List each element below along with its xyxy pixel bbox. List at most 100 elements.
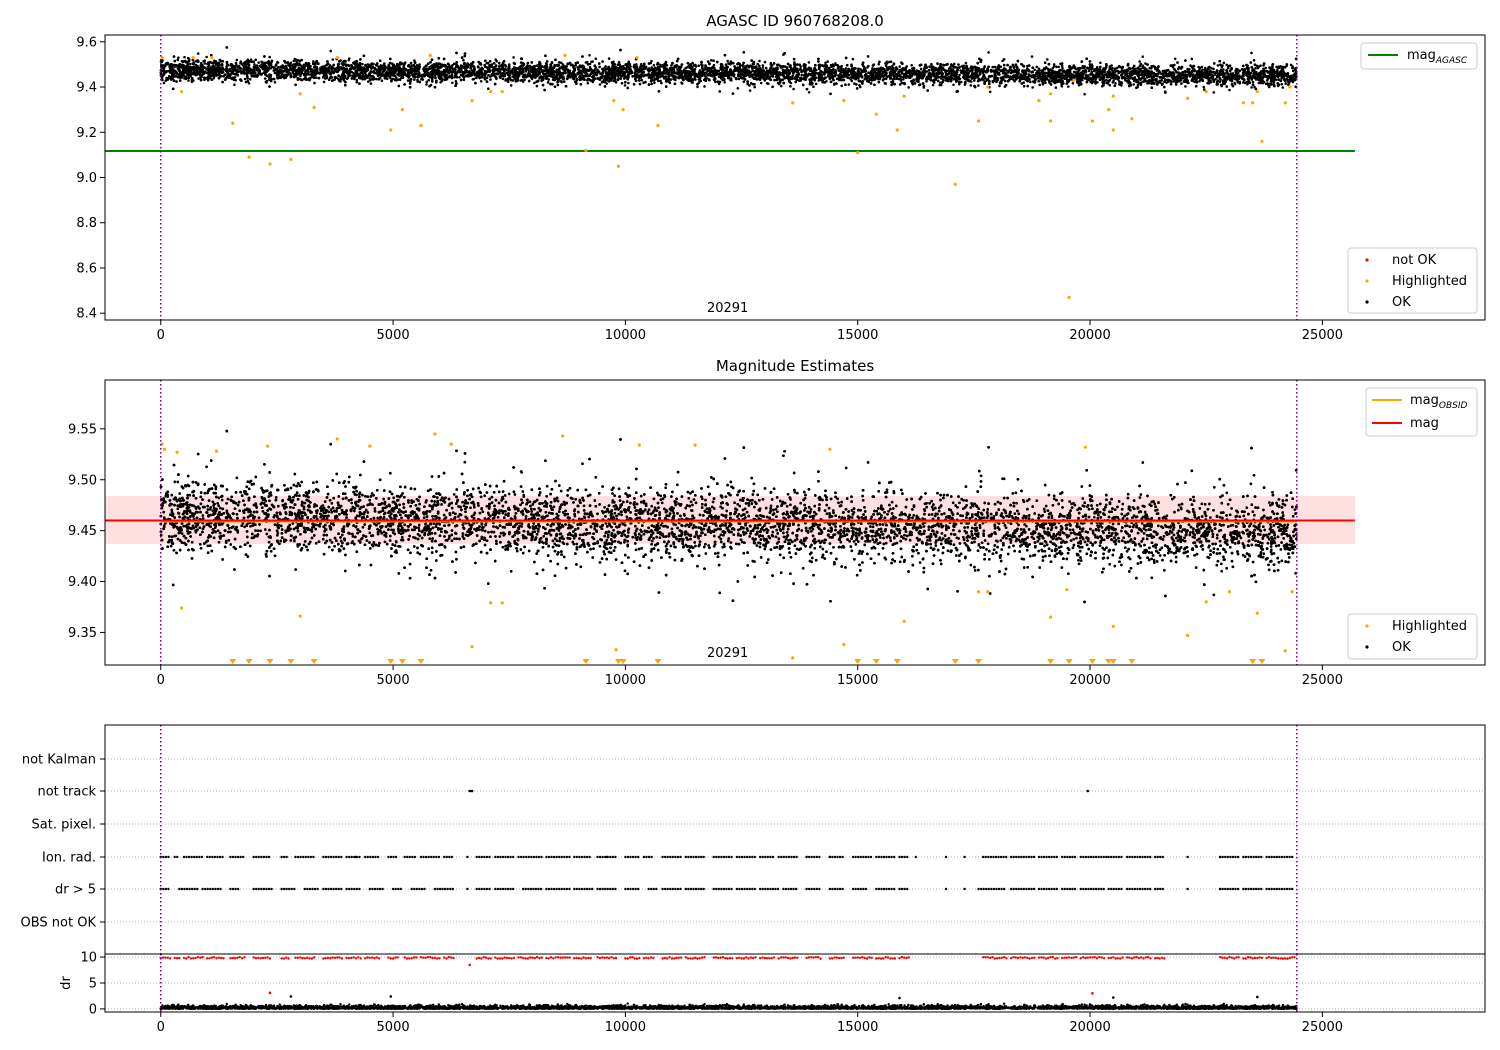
flag-point xyxy=(1092,855,1095,859)
flag-point xyxy=(674,887,677,891)
flag-point xyxy=(898,887,901,891)
flag-point xyxy=(509,855,512,859)
below-range-marker xyxy=(310,659,318,664)
highlighted-point xyxy=(1065,588,1069,592)
legend-ok: OK xyxy=(1392,295,1411,310)
flag-point xyxy=(1229,887,1232,891)
flag-point xyxy=(1012,855,1015,859)
flag-point xyxy=(437,855,441,859)
flag-point xyxy=(506,855,510,859)
flag-point xyxy=(1089,887,1093,891)
flag-point xyxy=(875,887,878,891)
flag-point xyxy=(376,855,380,859)
flag-point xyxy=(517,855,520,859)
highlighted-point xyxy=(1255,611,1259,615)
highlighted-point xyxy=(842,98,846,103)
flag-point xyxy=(504,887,507,891)
highlighted-point xyxy=(856,151,860,155)
flag-point xyxy=(626,887,630,891)
x-ticks-estimates: 0 5000 10000 15000 20000 25000 xyxy=(157,665,1343,688)
flag-point xyxy=(661,887,664,891)
x-tick-label: 5000 xyxy=(377,328,410,343)
highlighted-point xyxy=(561,434,565,438)
highlighted-point xyxy=(1186,633,1190,638)
flag-point xyxy=(1254,887,1258,891)
flag-point xyxy=(624,887,627,891)
flag-point xyxy=(787,887,790,891)
flag-point xyxy=(433,887,437,891)
dr-outlier xyxy=(389,995,393,998)
flag-point xyxy=(255,855,258,859)
legend-mag-obsid-label: mag xyxy=(1410,393,1439,408)
flag-point xyxy=(427,855,430,859)
flag-point xyxy=(859,887,862,891)
below-range-marker xyxy=(266,659,274,664)
flag-point xyxy=(322,887,325,891)
flag-point xyxy=(828,855,832,859)
flag-point xyxy=(981,855,985,859)
flag-point xyxy=(282,887,286,891)
flag-point xyxy=(506,887,510,891)
flag-point xyxy=(1112,887,1115,891)
flag-point xyxy=(687,855,690,859)
x-tick-label: 20000 xyxy=(1069,673,1110,688)
highlighted-point xyxy=(616,164,621,168)
highlighted-point xyxy=(986,85,990,89)
flag-point xyxy=(322,855,325,859)
highlighted-point xyxy=(180,606,184,610)
highlighted-point xyxy=(191,56,195,60)
dr-outlier xyxy=(1111,996,1115,999)
flag-point xyxy=(529,887,533,891)
flag-point xyxy=(575,887,579,891)
flag-point xyxy=(1159,887,1162,891)
flag-point xyxy=(1275,887,1279,891)
flag-point xyxy=(532,887,535,891)
flag-point xyxy=(687,887,690,891)
flag-point xyxy=(563,887,566,891)
flag-point xyxy=(985,887,988,891)
flag-point xyxy=(647,887,650,891)
flag-point xyxy=(550,855,553,859)
flag-point xyxy=(468,789,472,793)
flag-point xyxy=(1143,887,1147,891)
flag-point xyxy=(984,855,987,859)
flag-point xyxy=(216,887,220,891)
highlighted-point xyxy=(268,162,272,166)
flag-point xyxy=(329,887,333,891)
legend-mag-label: mag xyxy=(1410,416,1439,431)
flag-point xyxy=(851,855,855,859)
flag-point xyxy=(419,855,423,859)
flag-point xyxy=(288,887,291,891)
highlighted-point xyxy=(1204,89,1208,94)
flag-point xyxy=(1082,887,1085,891)
highlighted-point xyxy=(1111,128,1115,132)
flag-point xyxy=(1273,855,1276,859)
flag-point xyxy=(485,887,489,891)
flag-point xyxy=(236,887,240,891)
flag-point xyxy=(201,887,204,891)
flag-point xyxy=(1133,887,1137,891)
flag-point xyxy=(764,887,767,891)
flag-point xyxy=(1009,887,1013,891)
flag-point xyxy=(766,887,770,891)
highlighted-point xyxy=(1255,89,1259,94)
flag-point xyxy=(550,887,553,891)
flag-point xyxy=(178,887,181,891)
flag-point xyxy=(374,855,377,859)
flag-point xyxy=(488,887,491,891)
flag-point xyxy=(787,855,791,859)
flag-point xyxy=(527,887,530,891)
flag-point xyxy=(1066,887,1069,891)
dr-axis-label: dr xyxy=(59,976,74,990)
highlighted-point xyxy=(791,101,795,105)
flag-point xyxy=(1231,855,1235,859)
flag-point xyxy=(1236,887,1240,891)
flag-point xyxy=(552,887,556,891)
highlighted-point xyxy=(489,89,493,94)
flag-point xyxy=(364,855,367,859)
x-tick-label: 15000 xyxy=(837,328,878,343)
flag-point xyxy=(1079,887,1082,891)
flag-point xyxy=(1063,855,1066,859)
chart-title-estimates: Magnitude Estimates xyxy=(716,357,874,375)
